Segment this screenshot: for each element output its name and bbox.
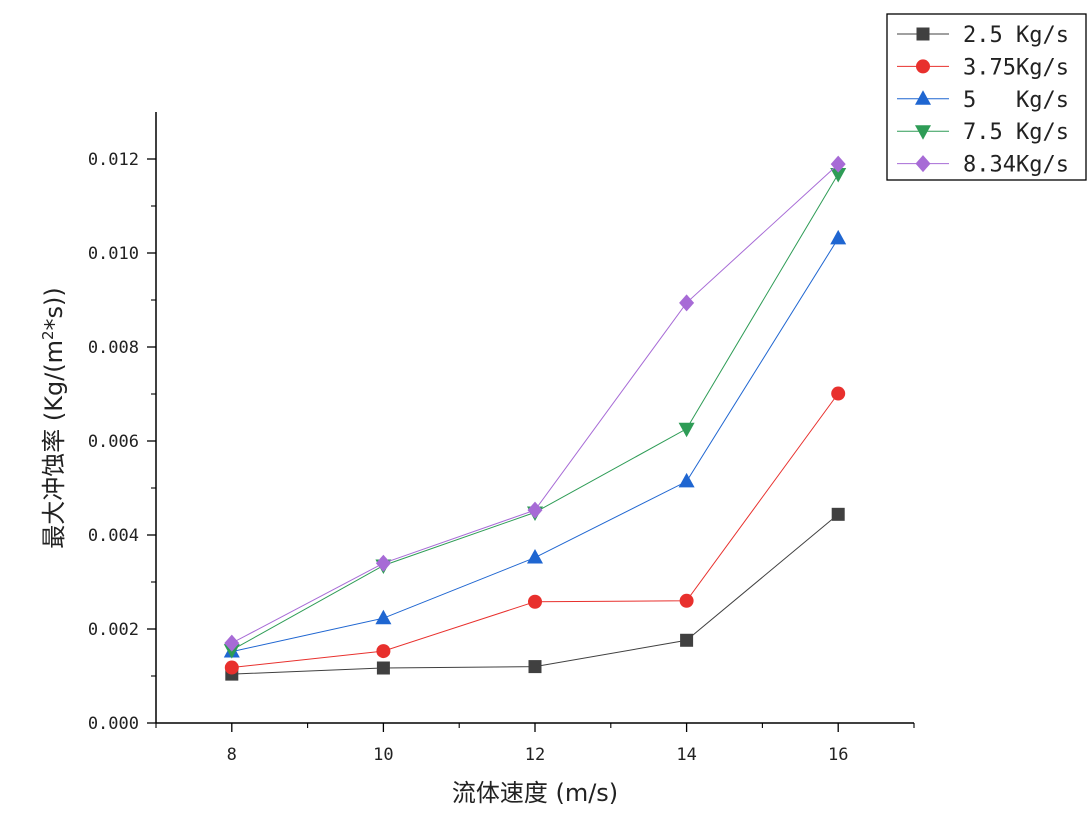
axes: 8 10 12 14 16 0.000 0.002 0.004 0.006 0.008 0.010 0… <box>88 112 915 765</box>
legend-item: 8.34Kg/s <box>897 153 1069 178</box>
data-point <box>679 294 695 312</box>
y-tick-label: 0.004 <box>88 526 139 546</box>
data-point <box>376 644 391 659</box>
series-1 <box>225 507 845 681</box>
data-point <box>528 594 542 609</box>
data-point <box>527 501 543 519</box>
y-tick-label: 0.006 <box>88 432 139 452</box>
legend-item: 7.5 Kg/s <box>897 120 1069 145</box>
y-tick-label: 0.010 <box>88 244 139 264</box>
legend-item: 2.5 Kg/s <box>897 23 1069 48</box>
legend-label: 7.5 Kg/s <box>963 120 1069 145</box>
data-point <box>375 554 391 572</box>
data-point <box>527 549 543 564</box>
data-point <box>678 472 695 488</box>
y-axis-title-superscript: 2 <box>39 330 57 340</box>
data-point <box>528 660 542 674</box>
y-tick-label: 0.002 <box>88 620 139 640</box>
x-tick-label: 10 <box>373 745 393 765</box>
data-point <box>224 634 240 652</box>
legend-item: 3.75Kg/s <box>897 55 1069 80</box>
data-point <box>680 633 694 647</box>
series-3 <box>223 229 847 658</box>
legend-label: 5 Kg/s <box>963 88 1069 113</box>
data-point <box>831 386 846 401</box>
data-point <box>375 609 392 625</box>
series-line <box>231 393 839 668</box>
data-point <box>830 155 846 173</box>
x-tick-label: 16 <box>828 745 848 765</box>
series-5 <box>224 155 846 652</box>
legend-label: 3.75Kg/s <box>963 55 1069 80</box>
data-point <box>224 660 239 675</box>
legend: 2.5 Kg/s 3.75Kg/s 5 Kg/s 7.5 Kg/s 8.34Kg/s <box>886 13 1087 181</box>
data-point <box>678 422 695 438</box>
data-point <box>830 229 847 245</box>
legend-label: 2.5 Kg/s <box>963 23 1069 48</box>
legend-marker <box>915 155 931 173</box>
legend-marker <box>915 125 931 140</box>
series-line <box>231 173 839 651</box>
series-2 <box>224 386 846 675</box>
legend-item: 5 Kg/s <box>897 88 1069 113</box>
x-axis-title: 流体速度 (m/s) <box>452 779 618 807</box>
series-line <box>231 163 839 644</box>
y-tick-label: 0.008 <box>88 338 139 358</box>
y-axis-title-tail: *s)) <box>40 287 68 330</box>
x-tick-label: 14 <box>676 745 696 765</box>
legend-marker <box>916 59 930 74</box>
legend-label: 8.34Kg/s <box>963 153 1069 178</box>
legend-marker <box>915 90 931 105</box>
series-line <box>231 513 839 675</box>
data-point <box>831 507 845 521</box>
data-point <box>679 593 694 608</box>
y-tick-label: 0.012 <box>88 150 139 170</box>
series-layer <box>223 155 847 681</box>
legend-marker <box>916 27 930 41</box>
x-tick-label: 8 <box>227 745 237 765</box>
data-point <box>830 168 847 183</box>
y-axis-title-main: 最大冲蚀率 (Kg/(m <box>40 340 68 549</box>
y-axis-title: 最大冲蚀率 (Kg/(m2*s)) <box>39 287 68 549</box>
x-tick-label: 12 <box>525 745 545 765</box>
y-tick-label: 0.000 <box>88 714 139 734</box>
data-point <box>376 661 390 675</box>
